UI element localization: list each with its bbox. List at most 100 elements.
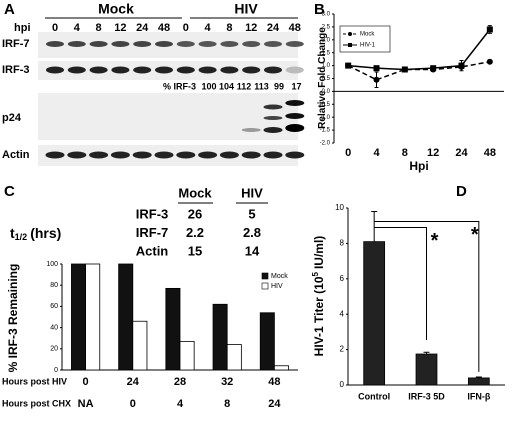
y-tick-label: 0.5 bbox=[322, 76, 331, 82]
y-tick-label: 1.0 bbox=[322, 63, 331, 69]
y-tick-label: 2.5 bbox=[322, 24, 331, 30]
table-row-label: IRF-3 bbox=[136, 206, 169, 221]
x-tick-label: IFN-β bbox=[467, 391, 490, 401]
table-cell: 5 bbox=[248, 206, 255, 221]
band bbox=[264, 66, 282, 74]
y-tick-label: 100 bbox=[46, 261, 58, 268]
legend-swatch bbox=[261, 272, 269, 280]
y-axis-label: Relative Fold Change bbox=[317, 27, 328, 129]
y-tick-label: 0 bbox=[340, 380, 345, 389]
band bbox=[46, 41, 64, 47]
y-tick-label: 8 bbox=[340, 239, 345, 248]
band bbox=[155, 41, 173, 47]
band bbox=[176, 151, 196, 159]
significance-bracket bbox=[374, 221, 480, 372]
x-tick-label: 24 bbox=[268, 398, 281, 410]
band bbox=[198, 41, 217, 47]
band bbox=[285, 151, 305, 159]
error-bar bbox=[423, 351, 430, 355]
unit: (hrs) bbox=[30, 225, 61, 241]
bar bbox=[132, 320, 148, 371]
bar bbox=[415, 353, 438, 386]
x-tick-label: 0 bbox=[130, 398, 136, 410]
x-tick-label: 28 bbox=[174, 376, 186, 388]
band bbox=[220, 41, 239, 47]
table-row-label: IRF-7 bbox=[136, 225, 169, 240]
table-cell: 2.8 bbox=[243, 225, 261, 240]
table-header: Mock bbox=[178, 185, 212, 200]
lane-label: 8 bbox=[96, 22, 102, 34]
x-tick-label: 12 bbox=[427, 147, 439, 159]
panel-label: C bbox=[4, 183, 15, 200]
half-life-label: t1/2 (hrs) bbox=[10, 225, 61, 243]
x-tick-label: IRF-3 5D bbox=[408, 391, 445, 401]
band bbox=[263, 116, 283, 120]
band bbox=[220, 66, 239, 74]
irf3-percent: 99 bbox=[274, 81, 284, 91]
band bbox=[176, 66, 195, 74]
band bbox=[242, 66, 261, 74]
bar bbox=[85, 263, 101, 371]
marker bbox=[373, 65, 380, 72]
band bbox=[46, 66, 64, 74]
series-line bbox=[347, 60, 490, 81]
x-tick-label: NA bbox=[78, 398, 94, 410]
x-tick-label: 8 bbox=[224, 398, 230, 410]
legend-label: HIV-1 bbox=[360, 43, 376, 49]
irf3-label: % IRF-3 bbox=[163, 81, 196, 91]
band bbox=[263, 151, 283, 159]
y-label-sup: 5 bbox=[311, 271, 320, 276]
lane-label: 0 bbox=[183, 22, 189, 34]
group-label: Mock bbox=[98, 1, 134, 17]
table-header: HIV bbox=[241, 185, 263, 200]
x-tick-label: 32 bbox=[221, 376, 233, 388]
y-tick-label: -2.0 bbox=[320, 141, 331, 147]
band bbox=[67, 41, 86, 47]
marker bbox=[401, 66, 408, 73]
x-axis-label: Hpi bbox=[409, 159, 428, 173]
marker bbox=[373, 76, 380, 83]
lane-label: 4 bbox=[205, 22, 212, 34]
subscript: 1/2 bbox=[15, 232, 28, 242]
band bbox=[219, 151, 239, 159]
legend-swatch bbox=[261, 282, 269, 290]
band bbox=[285, 100, 305, 106]
hpi-label: hpi bbox=[14, 22, 31, 34]
y-tick-label: 2.0 bbox=[322, 37, 331, 43]
row-label: p24 bbox=[2, 112, 22, 124]
band bbox=[132, 151, 152, 159]
band bbox=[198, 151, 218, 159]
band bbox=[241, 151, 261, 159]
table-row-label: Actin bbox=[136, 243, 169, 258]
x-tick-label: 48 bbox=[484, 147, 496, 159]
band bbox=[133, 41, 152, 47]
lane-label: 0 bbox=[52, 22, 58, 34]
band bbox=[110, 151, 130, 159]
legend-label: HIV bbox=[271, 283, 283, 290]
band bbox=[176, 41, 195, 47]
band bbox=[264, 41, 282, 47]
band bbox=[263, 127, 283, 133]
y-tick-label: -1.0 bbox=[320, 115, 331, 121]
symbol: t bbox=[10, 225, 15, 241]
blot-strip bbox=[38, 93, 298, 140]
bar bbox=[179, 340, 195, 371]
bar bbox=[467, 377, 490, 386]
band bbox=[198, 66, 217, 74]
significance-bracket bbox=[374, 227, 427, 341]
bar bbox=[165, 287, 181, 371]
y-tick-label: 1.5 bbox=[322, 50, 331, 56]
irf3-percent: 112 bbox=[237, 81, 252, 91]
irf3-percent: 104 bbox=[219, 81, 234, 91]
band bbox=[285, 41, 304, 47]
marker bbox=[430, 65, 437, 72]
lane-label: 4 bbox=[74, 22, 81, 34]
lane-label: 12 bbox=[245, 22, 257, 34]
band bbox=[154, 151, 174, 159]
bar bbox=[71, 263, 87, 371]
band bbox=[111, 66, 130, 74]
table-cell: 14 bbox=[245, 243, 260, 258]
panel-label: A bbox=[4, 1, 15, 18]
row-label: IRF-7 bbox=[2, 38, 30, 50]
band bbox=[45, 151, 65, 159]
